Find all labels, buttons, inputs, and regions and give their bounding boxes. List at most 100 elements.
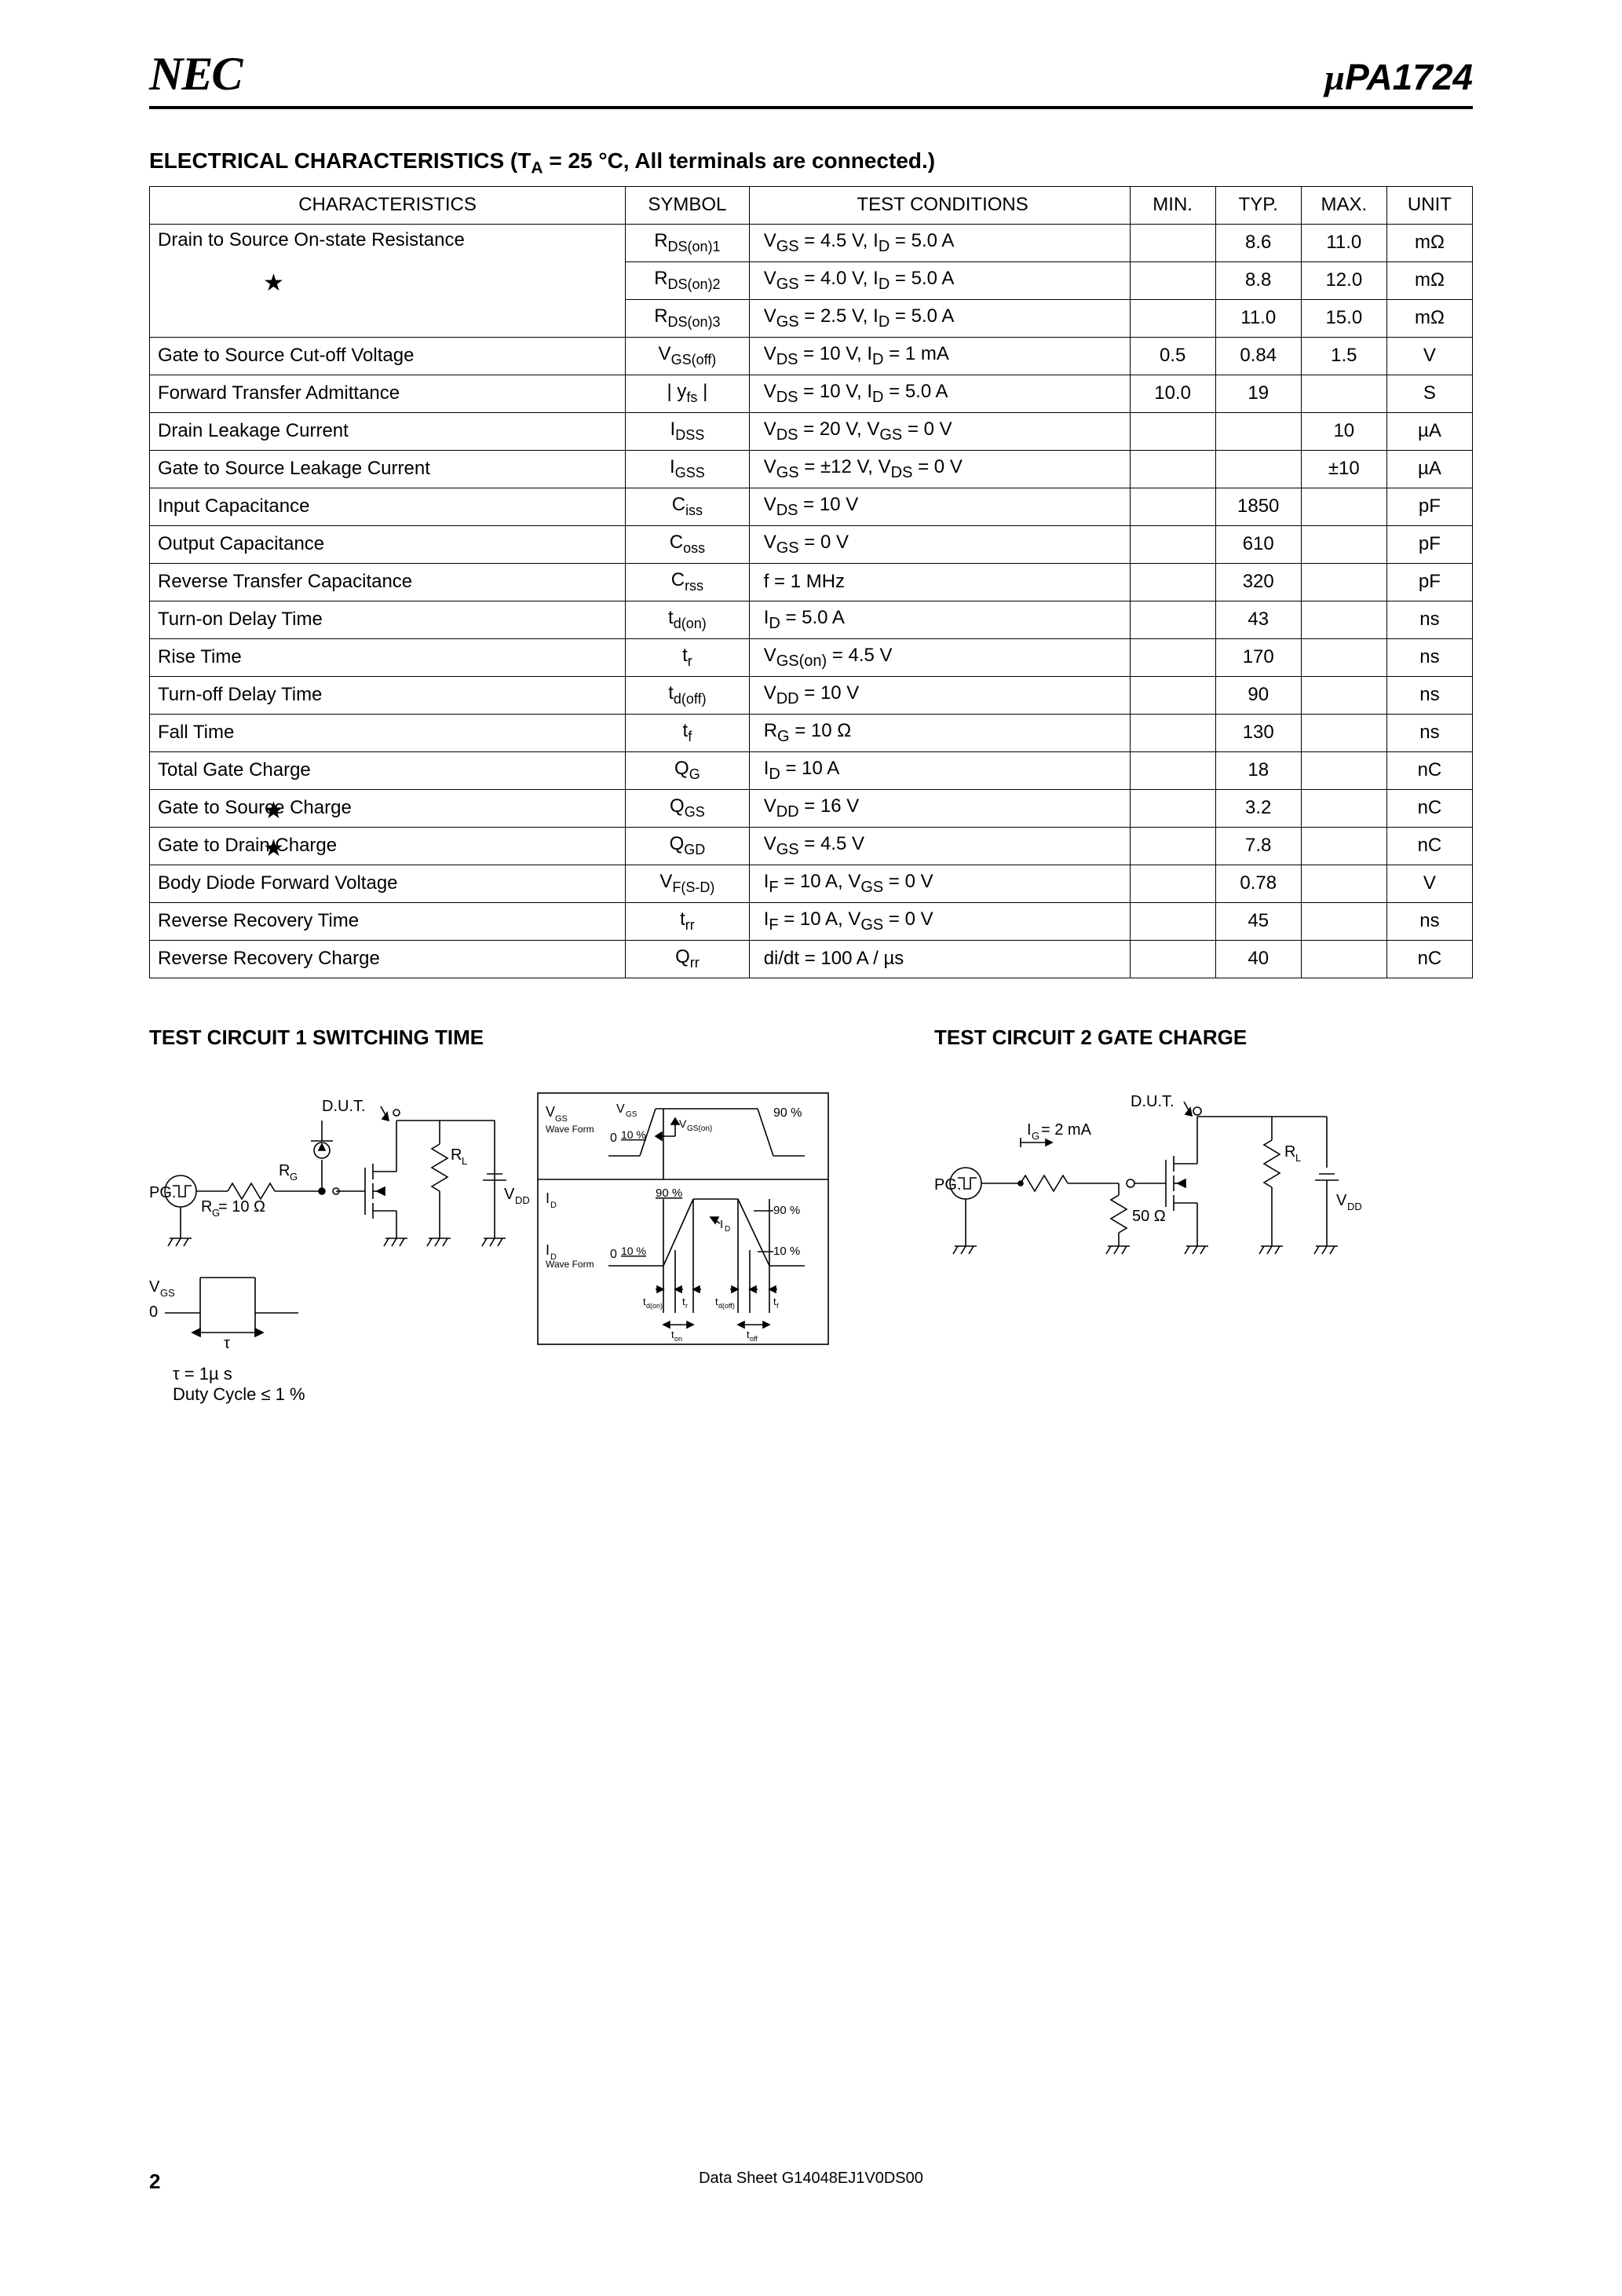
test-circuit-1: TEST CIRCUIT 1 SWITCHING TIME PG. bbox=[149, 1026, 832, 1423]
cell-unit: ns bbox=[1386, 638, 1472, 676]
cell-min bbox=[1130, 789, 1215, 827]
circuit1-svg: PG. bbox=[149, 1073, 832, 1419]
svg-text:Duty Cycle ≤ 1 %: Duty Cycle ≤ 1 % bbox=[173, 1384, 305, 1404]
section-title: ELECTRICAL CHARACTERISTICS (TA = 25 °C, … bbox=[149, 148, 1473, 178]
cell-max bbox=[1301, 789, 1386, 827]
circuit2-title: TEST CIRCUIT 2 GATE CHARGE bbox=[934, 1026, 1473, 1050]
svg-text:G: G bbox=[1032, 1130, 1039, 1142]
cell-max bbox=[1301, 714, 1386, 751]
svg-text:L: L bbox=[462, 1155, 467, 1167]
star-icon: ★ bbox=[263, 797, 284, 824]
cell-characteristic: Input Capacitance bbox=[150, 488, 626, 525]
cell-symbol: Coss bbox=[626, 525, 750, 563]
page-number: 2 bbox=[149, 2170, 160, 2194]
svg-text:Wave Form: Wave Form bbox=[546, 1124, 594, 1135]
cell-characteristic: Body Diode Forward Voltage bbox=[150, 865, 626, 902]
cell-min bbox=[1130, 714, 1215, 751]
cell-max bbox=[1301, 751, 1386, 789]
cell-conditions: VGS = 4.5 V, ID = 5.0 A bbox=[749, 224, 1130, 261]
cell-max: 11.0 bbox=[1301, 224, 1386, 261]
cell-symbol: RDS(on)2 bbox=[626, 261, 750, 299]
cell-unit: ns bbox=[1386, 676, 1472, 714]
cell-characteristic: Drain Leakage Current bbox=[150, 412, 626, 450]
svg-text:PG.: PG. bbox=[149, 1184, 176, 1201]
cell-characteristic: Reverse Recovery Time bbox=[150, 902, 626, 940]
svg-text:Wave Form: Wave Form bbox=[546, 1259, 594, 1270]
table-row: Gate to Drain ChargeQGDVGS = 4.5 V7.8nC bbox=[150, 827, 1473, 865]
table-row: Drain Leakage CurrentIDSSVDS = 20 V, VGS… bbox=[150, 412, 1473, 450]
cell-symbol: Crss bbox=[626, 563, 750, 601]
col-typ: TYP. bbox=[1215, 186, 1301, 224]
svg-text:L: L bbox=[1295, 1152, 1301, 1164]
svg-text:10 %: 10 % bbox=[621, 1245, 646, 1257]
table-row: Turn-off Delay Timetd(off)VDD = 10 V90ns bbox=[150, 676, 1473, 714]
cell-max bbox=[1301, 638, 1386, 676]
cell-min bbox=[1130, 751, 1215, 789]
cell-max: ±10 bbox=[1301, 450, 1386, 488]
svg-text:V: V bbox=[546, 1104, 555, 1120]
cell-typ: 3.2 bbox=[1215, 789, 1301, 827]
cell-symbol: Ciss bbox=[626, 488, 750, 525]
table-row: Reverse Recovery TimetrrIF = 10 A, VGS =… bbox=[150, 902, 1473, 940]
cell-min bbox=[1130, 902, 1215, 940]
nec-logo: NEC bbox=[149, 47, 241, 101]
page-header: NEC µPA1724 bbox=[149, 47, 1473, 109]
cell-typ: 19 bbox=[1215, 375, 1301, 412]
svg-text:GS: GS bbox=[160, 1287, 175, 1299]
cell-unit: nC bbox=[1386, 827, 1472, 865]
part-number: µPA1724 bbox=[1324, 56, 1473, 98]
cell-max: 12.0 bbox=[1301, 261, 1386, 299]
cell-unit: mΩ bbox=[1386, 261, 1472, 299]
cell-max bbox=[1301, 902, 1386, 940]
cell-characteristic: Total Gate Charge bbox=[150, 751, 626, 789]
cell-typ: 11.0 bbox=[1215, 299, 1301, 337]
table-row: Input CapacitanceCissVDS = 10 V1850pF bbox=[150, 488, 1473, 525]
page-footer: 2 Data Sheet G14048EJ1V0DS00 bbox=[149, 2170, 1473, 2194]
table-row: Total Gate ChargeQGID = 10 A18nC bbox=[150, 751, 1473, 789]
table-row: Turn-on Delay Timetd(on)ID = 5.0 A43ns bbox=[150, 601, 1473, 638]
cell-typ: 18 bbox=[1215, 751, 1301, 789]
svg-text:10 %: 10 % bbox=[621, 1128, 646, 1141]
cell-typ: 1850 bbox=[1215, 488, 1301, 525]
cell-characteristic: Rise Time bbox=[150, 638, 626, 676]
svg-text:50 Ω: 50 Ω bbox=[1132, 1208, 1166, 1225]
circuit2-svg: PG. IG = 2 mA 50 Ω bbox=[934, 1073, 1374, 1278]
cell-conditions: di/dt = 100 A / µs bbox=[749, 940, 1130, 978]
cell-conditions: ID = 10 A bbox=[749, 751, 1130, 789]
table-row: Forward Transfer Admittance| yfs |VDS = … bbox=[150, 375, 1473, 412]
svg-text:D.U.T.: D.U.T. bbox=[322, 1098, 366, 1115]
cell-min bbox=[1130, 563, 1215, 601]
cell-min bbox=[1130, 224, 1215, 261]
test-circuit-2: TEST CIRCUIT 2 GATE CHARGE PG. IG = 2 mA bbox=[934, 1026, 1473, 1423]
cell-unit: ns bbox=[1386, 714, 1472, 751]
table-row: Reverse Recovery ChargeQrrdi/dt = 100 A … bbox=[150, 940, 1473, 978]
svg-text:τ: τ bbox=[224, 1335, 230, 1352]
svg-text:V: V bbox=[504, 1186, 515, 1203]
cell-symbol: trr bbox=[626, 902, 750, 940]
col-max: MAX. bbox=[1301, 186, 1386, 224]
col-conditions: TEST CONDITIONS bbox=[749, 186, 1130, 224]
svg-text:d(on): d(on) bbox=[646, 1302, 663, 1310]
cell-unit: V bbox=[1386, 337, 1472, 375]
col-min: MIN. bbox=[1130, 186, 1215, 224]
cell-conditions: VGS = 0 V bbox=[749, 525, 1130, 563]
cell-min bbox=[1130, 638, 1215, 676]
table-row: Body Diode Forward VoltageVF(S-D)IF = 10… bbox=[150, 865, 1473, 902]
table-row: Gate to Source Cut-off VoltageVGS(off)VD… bbox=[150, 337, 1473, 375]
cell-conditions: VGS = 4.0 V, ID = 5.0 A bbox=[749, 261, 1130, 299]
svg-text:R: R bbox=[451, 1146, 462, 1164]
cell-characteristic: Turn-off Delay Time bbox=[150, 676, 626, 714]
cell-conditions: VDS = 10 V bbox=[749, 488, 1130, 525]
cell-symbol: td(on) bbox=[626, 601, 750, 638]
cell-conditions: VGS = ±12 V, VDS = 0 V bbox=[749, 450, 1130, 488]
cell-typ: 0.78 bbox=[1215, 865, 1301, 902]
cell-symbol: RDS(on)1 bbox=[626, 224, 750, 261]
svg-text:V: V bbox=[616, 1102, 625, 1116]
cell-conditions: VDS = 10 V, ID = 5.0 A bbox=[749, 375, 1130, 412]
cell-typ bbox=[1215, 412, 1301, 450]
characteristics-table: CHARACTERISTICS SYMBOL TEST CONDITIONS M… bbox=[149, 186, 1473, 978]
cell-typ: 170 bbox=[1215, 638, 1301, 676]
cell-unit: pF bbox=[1386, 563, 1472, 601]
svg-text:D.U.T.: D.U.T. bbox=[1131, 1093, 1174, 1110]
cell-conditions: VGS = 4.5 V bbox=[749, 827, 1130, 865]
